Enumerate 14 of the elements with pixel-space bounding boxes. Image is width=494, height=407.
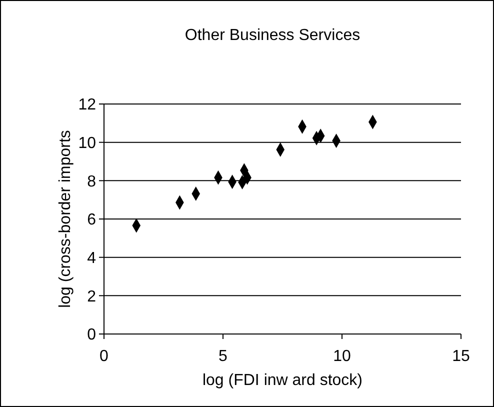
chart-title: Other Business Services <box>184 27 360 44</box>
y-tick-label: 4 <box>87 250 96 267</box>
y-tick-label: 10 <box>78 134 96 152</box>
y-tick-label: 0 <box>87 326 96 344</box>
x-tick-label: 5 <box>218 348 228 365</box>
y-tick-label: 2 <box>87 288 96 306</box>
x-axis-title: log (FDI inw ard stock) <box>202 372 363 389</box>
y-tick-label: 8 <box>87 173 96 190</box>
y-tick-label: 12 <box>78 96 96 114</box>
x-tick-label: 15 <box>452 348 470 365</box>
y-axis-title: log (cross-border imports <box>57 130 74 308</box>
y-tick-label: 6 <box>87 212 96 229</box>
x-tick-label: 10 <box>333 348 351 365</box>
x-tick-label: 0 <box>100 348 109 365</box>
